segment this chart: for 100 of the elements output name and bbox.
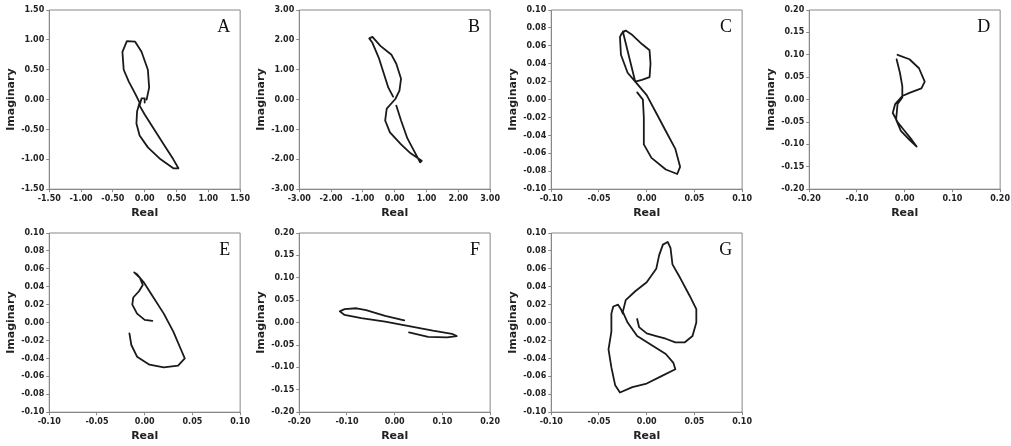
x-tick-label: 0.20 bbox=[990, 194, 1011, 204]
y-tick-label: 0.05 bbox=[784, 72, 805, 82]
y-tick-label: 2.00 bbox=[274, 34, 295, 44]
x-tick-label: -3.00 bbox=[287, 194, 312, 204]
y-tick-label: 0.04 bbox=[526, 58, 547, 68]
y-tick-label: 0.00 bbox=[784, 94, 805, 104]
y-tick-label: 1.00 bbox=[274, 64, 295, 74]
x-tick-label: 0.05 bbox=[684, 417, 705, 427]
x-tick-label: 0.00 bbox=[384, 194, 405, 204]
y-tick-label: 0.10 bbox=[274, 272, 295, 282]
x-tick-label: -0.10 bbox=[37, 417, 62, 427]
x-tick-label: -0.05 bbox=[85, 417, 109, 427]
y-tick-label: 0.04 bbox=[24, 281, 45, 291]
y-tick-label: -0.15 bbox=[271, 384, 295, 394]
x-axis-title: Real bbox=[381, 429, 409, 443]
y-tick-label: 0.06 bbox=[526, 40, 547, 50]
y-tick-label: -0.10 bbox=[523, 184, 547, 194]
x-tick-label: -0.20 bbox=[287, 417, 312, 427]
x-tick-label: 1.50 bbox=[230, 194, 251, 204]
x-tick-label: -0.10 bbox=[335, 417, 359, 427]
annotation: G bbox=[719, 238, 733, 259]
y-tick-label: -2.00 bbox=[271, 154, 295, 164]
y-tick-label: 0.06 bbox=[24, 263, 45, 273]
annotation: B bbox=[468, 15, 481, 36]
y-tick-label: -0.02 bbox=[21, 335, 45, 345]
x-tick-label: 0.00 bbox=[894, 194, 915, 204]
y-tick-label: 0.50 bbox=[24, 64, 45, 74]
y-tick-label: 0.02 bbox=[526, 299, 547, 309]
x-tick-label: -0.05 bbox=[587, 194, 611, 204]
y-tick-label: -0.15 bbox=[781, 161, 805, 171]
x-axis-title: Real bbox=[131, 429, 159, 443]
y-axis-title: Imaginary bbox=[4, 291, 18, 354]
y-tick-label: -0.02 bbox=[523, 112, 547, 122]
x-tick-label: 0.10 bbox=[732, 194, 753, 204]
y-tick-label: 0.00 bbox=[274, 94, 295, 104]
y-tick-label: -3.00 bbox=[271, 184, 295, 194]
y-tick-label: 0.00 bbox=[24, 94, 45, 104]
y-tick-label: 0.02 bbox=[24, 299, 45, 309]
y-axis-title: Imaginary bbox=[506, 291, 520, 354]
x-axis-title: Real bbox=[891, 206, 919, 220]
y-tick-label: -0.05 bbox=[271, 340, 295, 350]
y-tick-label: 0.10 bbox=[784, 49, 805, 59]
x-tick-label: -1.00 bbox=[69, 194, 94, 204]
x-tick-label: 0.00 bbox=[636, 417, 657, 427]
y-axis-title: Imaginary bbox=[4, 68, 18, 131]
y-tick-label: 3.00 bbox=[274, 5, 295, 15]
x-tick-label: 0.00 bbox=[134, 417, 155, 427]
x-tick-label: -0.10 bbox=[845, 194, 869, 204]
y-tick-label: 0.04 bbox=[526, 281, 547, 291]
y-tick-label: -0.04 bbox=[523, 353, 547, 363]
y-tick-label: 0.06 bbox=[526, 263, 547, 273]
x-axis-title: Real bbox=[633, 206, 661, 220]
x-tick-label: 0.10 bbox=[432, 417, 453, 427]
x-tick-label: 0.50 bbox=[166, 194, 187, 204]
x-tick-label: -0.10 bbox=[539, 417, 564, 427]
y-tick-label: 1.00 bbox=[24, 34, 45, 44]
y-axis-title: Imaginary bbox=[764, 68, 778, 131]
x-tick-label: -2.00 bbox=[319, 194, 344, 204]
x-tick-label: -1.50 bbox=[37, 194, 62, 204]
x-tick-label: -0.50 bbox=[101, 194, 125, 204]
x-axis-title: Real bbox=[381, 206, 409, 220]
x-tick-label: 0.10 bbox=[732, 417, 753, 427]
x-tick-label: 0.00 bbox=[636, 194, 657, 204]
y-tick-label: 0.08 bbox=[526, 246, 547, 255]
y-tick-label: -0.04 bbox=[523, 130, 547, 140]
y-tick-label: 0.08 bbox=[526, 23, 547, 32]
x-tick-label: 0.20 bbox=[480, 417, 501, 427]
y-tick-label: -0.10 bbox=[781, 139, 805, 149]
x-tick-label: 1.00 bbox=[198, 194, 219, 204]
y-tick-label: 0.02 bbox=[526, 76, 547, 86]
x-axis-title: Real bbox=[131, 206, 159, 220]
y-tick-label: 0.15 bbox=[274, 250, 295, 260]
y-axis-title: Imaginary bbox=[254, 291, 268, 354]
x-tick-label: 0.00 bbox=[134, 194, 155, 204]
x-tick-label: 0.05 bbox=[684, 194, 705, 204]
y-tick-label: -0.02 bbox=[523, 335, 547, 345]
y-tick-label: 0.20 bbox=[784, 5, 805, 15]
y-tick-label: 0.15 bbox=[784, 27, 805, 37]
y-tick-label: 0.00 bbox=[526, 94, 547, 104]
y-tick-label: -0.08 bbox=[523, 166, 547, 176]
y-axis-title: Imaginary bbox=[254, 68, 268, 131]
x-tick-label: 3.00 bbox=[480, 194, 501, 204]
y-tick-label: -0.20 bbox=[271, 407, 295, 417]
y-tick-label: 0.05 bbox=[274, 295, 295, 305]
y-tick-label: -1.50 bbox=[21, 184, 45, 194]
x-tick-label: -0.05 bbox=[587, 417, 611, 427]
x-tick-label: -0.20 bbox=[797, 194, 822, 204]
annotation: D bbox=[977, 15, 991, 36]
y-tick-label: -0.05 bbox=[781, 117, 805, 127]
y-tick-label: -1.00 bbox=[271, 124, 295, 134]
y-axis-title: Imaginary bbox=[506, 68, 520, 131]
y-tick-label: -0.08 bbox=[523, 389, 547, 399]
y-tick-label: -0.10 bbox=[523, 407, 547, 417]
y-tick-label: 0.10 bbox=[24, 228, 45, 238]
x-tick-label: -0.10 bbox=[539, 194, 564, 204]
y-tick-label: -0.10 bbox=[21, 407, 45, 417]
annotation: A bbox=[217, 15, 231, 36]
y-tick-label: 0.00 bbox=[24, 317, 45, 327]
x-tick-label: 0.00 bbox=[384, 417, 405, 427]
x-axis-title: Real bbox=[633, 429, 661, 443]
